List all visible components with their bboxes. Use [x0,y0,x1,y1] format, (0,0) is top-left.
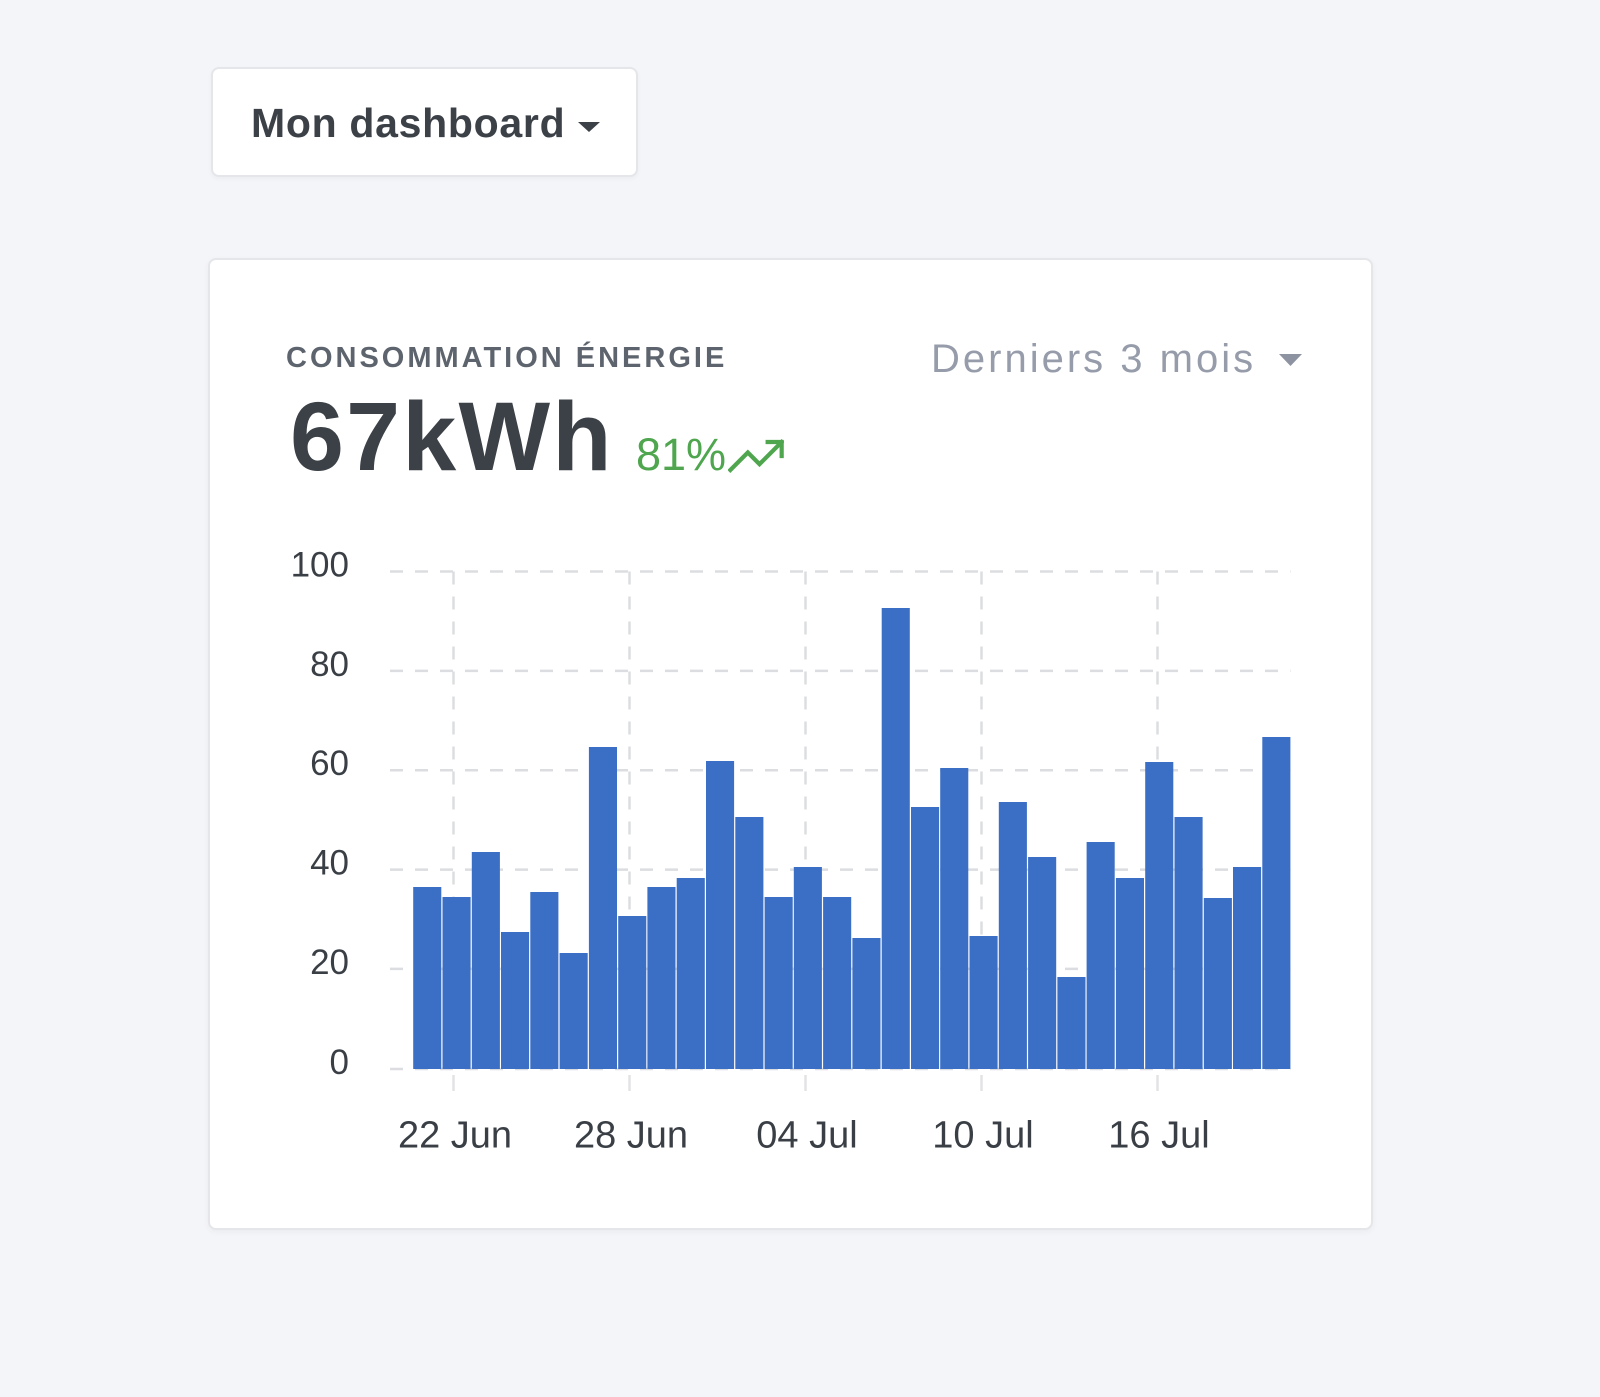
svg-text:28 Jun: 28 Jun [574,1115,688,1157]
svg-text:0: 0 [330,1043,349,1082]
svg-text:100: 100 [291,546,349,585]
svg-text:40: 40 [310,844,349,883]
svg-text:22 Jun: 22 Jun [398,1115,512,1157]
svg-text:80: 80 [310,645,349,684]
svg-text:04 Jul: 04 Jul [756,1115,857,1157]
svg-text:16 Jul: 16 Jul [1108,1115,1209,1157]
svg-text:20: 20 [310,943,349,982]
svg-text:10 Jul: 10 Jul [932,1115,1033,1157]
svg-text:60: 60 [310,744,349,783]
